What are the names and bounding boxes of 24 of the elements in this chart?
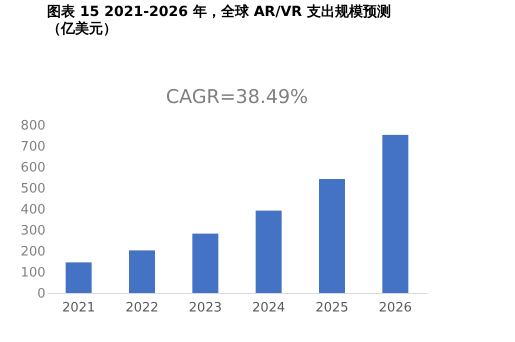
x-tick-label: 2026	[378, 300, 412, 316]
x-tick-label: 2024	[252, 300, 286, 316]
bar	[382, 134, 408, 293]
y-tick-label: 100	[20, 266, 46, 280]
bar	[66, 262, 92, 293]
x-tick-label: 2022	[125, 300, 159, 316]
chart-title: 图表 15 2021-2026 年，全球 AR/VR 支出规模预测	[47, 4, 391, 20]
bar	[192, 234, 218, 293]
x-tick-label: 2025	[315, 300, 349, 316]
bar	[319, 178, 345, 293]
y-tick-label: 300	[20, 224, 46, 238]
y-tick-label: 600	[20, 160, 46, 176]
bar	[256, 210, 282, 293]
x-tick-label: 2023	[188, 300, 222, 316]
text: CAGR=38.49%	[166, 86, 308, 108]
y-tick-label: 800	[20, 118, 46, 134]
y-tick-label: 200	[20, 244, 46, 260]
x-tick-label: 2021	[62, 300, 96, 316]
bar	[129, 250, 155, 293]
chart-subtitle: （亿美元）	[47, 20, 117, 37]
y-tick-label: 400	[20, 202, 46, 218]
y-tick-label: 500	[20, 182, 46, 196]
y-tick-label: 0	[37, 286, 46, 302]
y-tick-label: 700	[20, 140, 46, 154]
